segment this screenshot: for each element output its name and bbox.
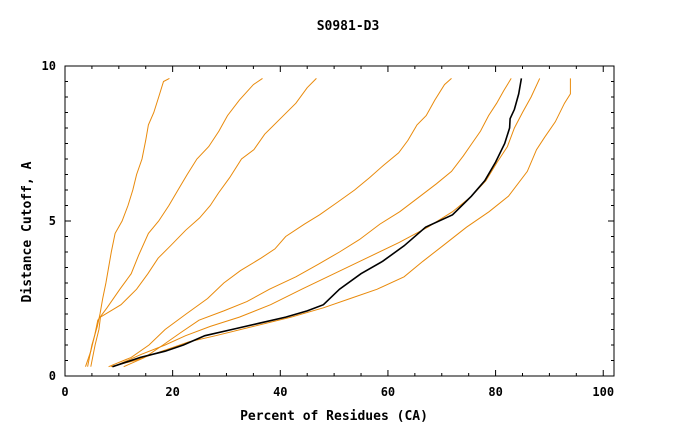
x-tick-label: 80 [488,385,502,399]
y-tick-label: 5 [49,214,56,228]
y-axis-label: Distance Cutoff, A [20,161,35,302]
series-line-highlight [112,78,523,368]
x-tick-label: 0 [61,385,68,399]
x-tick-label: 60 [381,385,395,399]
plot-frame [64,65,615,377]
x-tick-label: 100 [592,385,614,399]
y-tick-label: 10 [42,59,56,73]
series-line-5 [123,78,512,368]
chart-title: S0981-D3 [317,19,380,34]
series-line-6 [113,78,541,368]
axes-frame [64,65,615,377]
series-line-3 [90,78,317,367]
plot-lines [85,77,571,368]
tick-marks: 0 20 40 60 80 100 0 5 10 [42,59,615,399]
x-tick-label: 20 [165,385,179,399]
series-line-7 [110,78,571,368]
x-axis-label: Percent of Residues (CA) [240,409,428,424]
y-tick-label: 0 [49,369,56,383]
x-tick-label: 40 [273,385,287,399]
series-line-4 [108,78,452,368]
series-line-2 [85,77,263,367]
series-line-1 [87,77,170,367]
